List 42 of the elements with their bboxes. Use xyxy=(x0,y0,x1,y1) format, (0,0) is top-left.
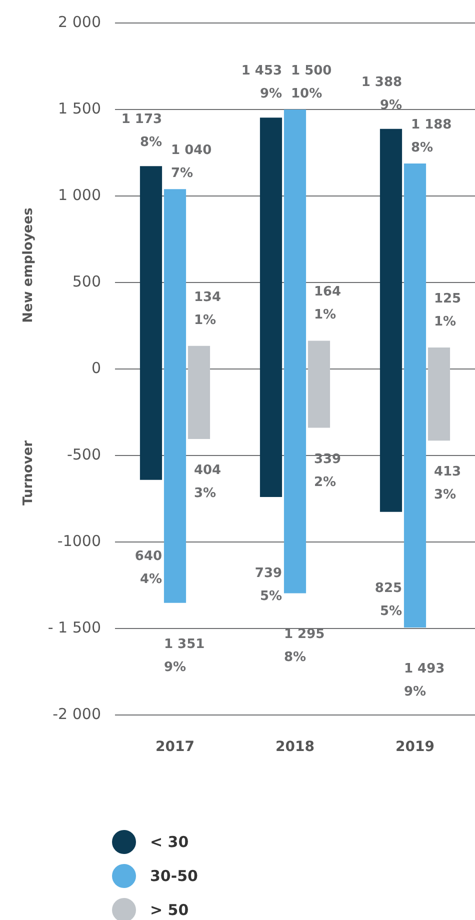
annotation: 413 3% xyxy=(434,464,462,503)
y-tick-label: - 1 500 xyxy=(48,618,101,637)
annotation: 640 4% xyxy=(134,548,162,587)
x-tick-label: 2017 xyxy=(156,739,194,756)
legend-label: 30-50 xyxy=(150,867,198,885)
bar xyxy=(188,346,210,440)
x-tick-label: 2019 xyxy=(396,739,434,756)
y-tick-label: 2 000 xyxy=(58,12,101,31)
annotation: 164 1% xyxy=(314,284,342,323)
y-axis-title: New employees xyxy=(21,207,36,323)
y-tick-label: -1000 xyxy=(57,532,101,550)
annotation: 739 5% xyxy=(254,566,282,604)
y-tick-label: 0 xyxy=(91,358,101,377)
bar xyxy=(164,189,186,603)
legend-label: > 50 xyxy=(150,901,189,919)
annotation: 1 040 7% xyxy=(171,143,212,182)
annotation: 1 188 8% xyxy=(411,118,452,156)
y-tick-label: 500 xyxy=(72,272,101,290)
text: Turnover xyxy=(21,440,36,506)
annotation: 125 1% xyxy=(434,291,462,330)
bar xyxy=(404,164,426,628)
annotation: 1 351 9% xyxy=(164,636,205,675)
bar xyxy=(260,118,282,497)
bar xyxy=(140,166,162,480)
legend-label: < 30 xyxy=(150,833,189,851)
annotation: 1 388 9% xyxy=(361,74,402,113)
bar xyxy=(308,340,330,428)
y-tick-label: 1 000 xyxy=(58,186,101,204)
x-tick-label: 2018 xyxy=(276,739,314,756)
bar xyxy=(428,347,450,441)
annotation: 134 1% xyxy=(194,290,222,328)
annotation: 404 3% xyxy=(194,463,222,502)
y-tick-label: 1 500 xyxy=(58,99,101,118)
bar xyxy=(380,128,402,512)
annotation: 1 173 8% xyxy=(121,112,162,150)
annotation: 825 5% xyxy=(374,580,402,619)
annotation: 1 453 9% xyxy=(241,64,282,102)
annotation: 1 493 9% xyxy=(404,661,445,700)
y-tick-label: -500 xyxy=(66,446,101,464)
y-tick-label: -2 000 xyxy=(52,705,101,724)
annotation: 1 500 10% xyxy=(291,64,332,102)
bar xyxy=(284,110,306,594)
